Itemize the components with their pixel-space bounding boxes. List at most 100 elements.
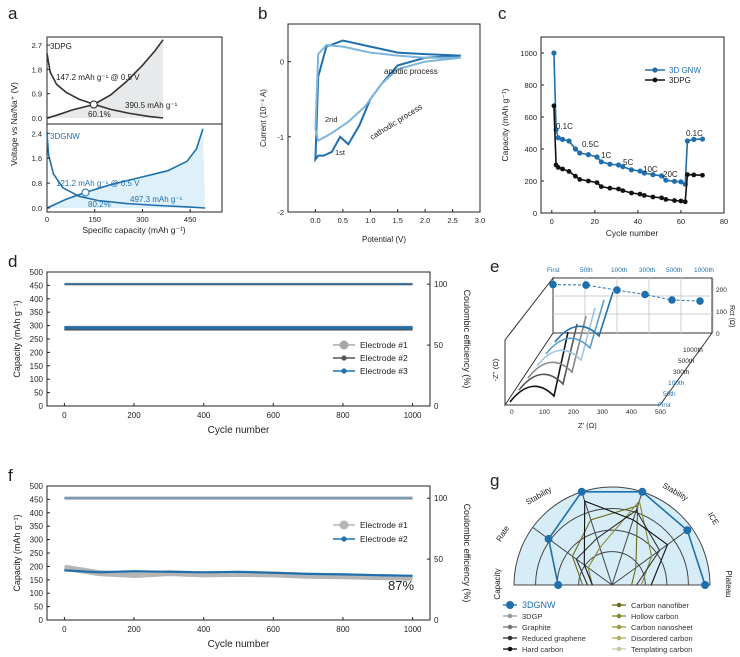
panel-c-point (628, 167, 635, 173)
panel-e-z-tick: 500 (655, 409, 666, 416)
panel-b-xtick: 3.0 (475, 216, 485, 225)
panel-g-legend-marker (616, 624, 622, 630)
panel-g-polygon-other (575, 509, 661, 586)
panel-d-ytick: 450 (30, 281, 44, 290)
panel-d-xlabel: Cycle number (208, 425, 270, 436)
panel-e-rct-point (641, 290, 649, 299)
panel-a-xtick: 0 (45, 215, 49, 224)
panel-g-point-3dgnw (638, 487, 647, 496)
panel-e-cycle-label: 500th (666, 267, 683, 274)
panel-a-bottom-frame (46, 123, 223, 213)
panel-g-legend-text: Graphite (522, 623, 551, 632)
panel-b-xtick: 2.5 (447, 216, 457, 225)
panel-d-xtick: 800 (336, 411, 350, 420)
panel-e-ylabel: -Z'' (Ω) (491, 358, 500, 381)
panel-f-ytick: 50 (34, 603, 43, 612)
panel-g-legend-marker (507, 635, 513, 641)
panel-f-legend-marker (339, 520, 349, 530)
panel-b-line-2nd (314, 44, 461, 143)
panel-b-xtick: 1.5 (392, 216, 402, 225)
panel-f-xlabel: Cycle number (208, 639, 270, 650)
panel-e-cycle-label: 1000th (694, 267, 714, 274)
panel-c-rate-label: 5C (623, 158, 633, 167)
panel-c-point (551, 103, 557, 109)
panel-d-xtick: 1000 (404, 411, 422, 420)
panel-c-point (700, 172, 705, 178)
panel-c-point (650, 194, 656, 200)
panel-d-ytick: 300 (30, 322, 44, 331)
panel-c-xtick: 80 (720, 217, 728, 226)
panel-d-ytick: 200 (30, 348, 44, 357)
panel-f-ytick: 250 (30, 549, 44, 558)
panel-b-ytick: -2 (277, 208, 284, 217)
panel-g-legend-text: Templating carbon (631, 645, 692, 654)
panel-g-legend-text: Reduced graphene (522, 634, 586, 643)
panel-d-ytick: 250 (30, 335, 44, 344)
panel-c-point (637, 168, 643, 174)
panel-d-xtick: 600 (267, 411, 281, 420)
panel-d-legend-marker (341, 368, 347, 374)
panel-e-depth-label: 100th (668, 380, 685, 387)
panel-f-annotation: 87% (388, 578, 414, 593)
panel-g-group: Capacity Rate Stability Stability ICE Plateau… (493, 481, 733, 654)
panel-b-label-2nd: 2nd (325, 115, 338, 124)
panel-c-point (560, 166, 565, 172)
panel-e-nyquist-curve (554, 291, 614, 343)
panel-c-legend-marker-1 (652, 67, 658, 73)
panel-e-z-tick: 200 (568, 409, 579, 416)
panel-e-nyquist-curve (509, 331, 569, 403)
panel-e-depth-label: 300th (673, 369, 690, 376)
panel-g-axis-label: Stability (661, 481, 690, 503)
panel-e-rct-point (668, 296, 676, 304)
panel-c-xlabel: Cycle number (606, 228, 659, 238)
panel-g-axis-label: Rate (495, 524, 512, 544)
panel-c-point (641, 193, 647, 198)
panel-e-floor-edge (505, 332, 713, 406)
panel-c-rate-label: 1C (601, 151, 611, 160)
panel-g-point-3dgnw (683, 526, 692, 535)
panel-a-ytick-bottom: 0.8 (32, 179, 42, 188)
panel-c-point (572, 146, 579, 152)
panel-e-z-tick: 300 (597, 409, 608, 416)
panel-f-y2tick: 0 (434, 616, 439, 625)
panel-c-point (620, 164, 626, 170)
panel-a-ytick-bottom: 0.0 (32, 204, 42, 213)
panel-c-legend-text-1: 3D GNW (669, 66, 701, 75)
panel-g-legend-text: 3DGP (522, 612, 542, 621)
panel-a-top-area (47, 39, 164, 119)
panel-f-ytick: 400 (30, 509, 44, 518)
panel-c-ytick: 600 (524, 113, 537, 122)
panel-e-cycle-label: 100th (611, 267, 628, 274)
panel-d-ytick: 500 (30, 268, 44, 277)
panel-letter-c: c (498, 4, 507, 23)
panel-a-bottom-area (47, 128, 206, 208)
panel-e-depth-label: First (658, 402, 671, 409)
panel-e-rct-point (582, 281, 590, 289)
panel-c-point (577, 177, 583, 182)
panel-c-legend-marker-2 (652, 77, 658, 83)
panel-e-z-tick: 400 (626, 409, 637, 416)
panel-g-legend-marker (507, 646, 513, 652)
panel-f-ytick: 150 (30, 576, 44, 585)
panel-g-ring (513, 486, 711, 586)
panel-d-ytick: 350 (30, 308, 44, 317)
panel-a-xtick: 450 (184, 215, 197, 224)
panel-f-legend-text: Electrode #2 (360, 534, 408, 544)
panel-e-cycle-label: 50th (580, 267, 593, 274)
panel-c-ytick: 1000 (520, 49, 537, 58)
panel-g-legend-text: Carbon nanosheet (631, 623, 694, 632)
panel-b-label-anodic: anodic process (384, 67, 438, 76)
panel-g-polygon-other (587, 499, 653, 586)
panel-b-ytick: 0 (280, 58, 284, 67)
panel-c-ylabel: Capacity (mAh g⁻¹) (500, 88, 510, 161)
panel-c-xtick: 20 (591, 217, 599, 226)
panel-c-point (594, 180, 600, 186)
panel-b-ylabel: Current (10⁻⁴ A) (259, 89, 268, 147)
panel-c-legend-text-2: 3DPG (669, 76, 691, 85)
panel-g-legend-marker (616, 613, 622, 619)
panel-e-rct-label: Rct (Ω) (728, 305, 735, 327)
panel-c-rate-label: 0.5C (582, 140, 599, 149)
panel-a-marker-3dpg (89, 100, 98, 109)
panel-d-legend-text: Electrode #1 (360, 340, 408, 350)
